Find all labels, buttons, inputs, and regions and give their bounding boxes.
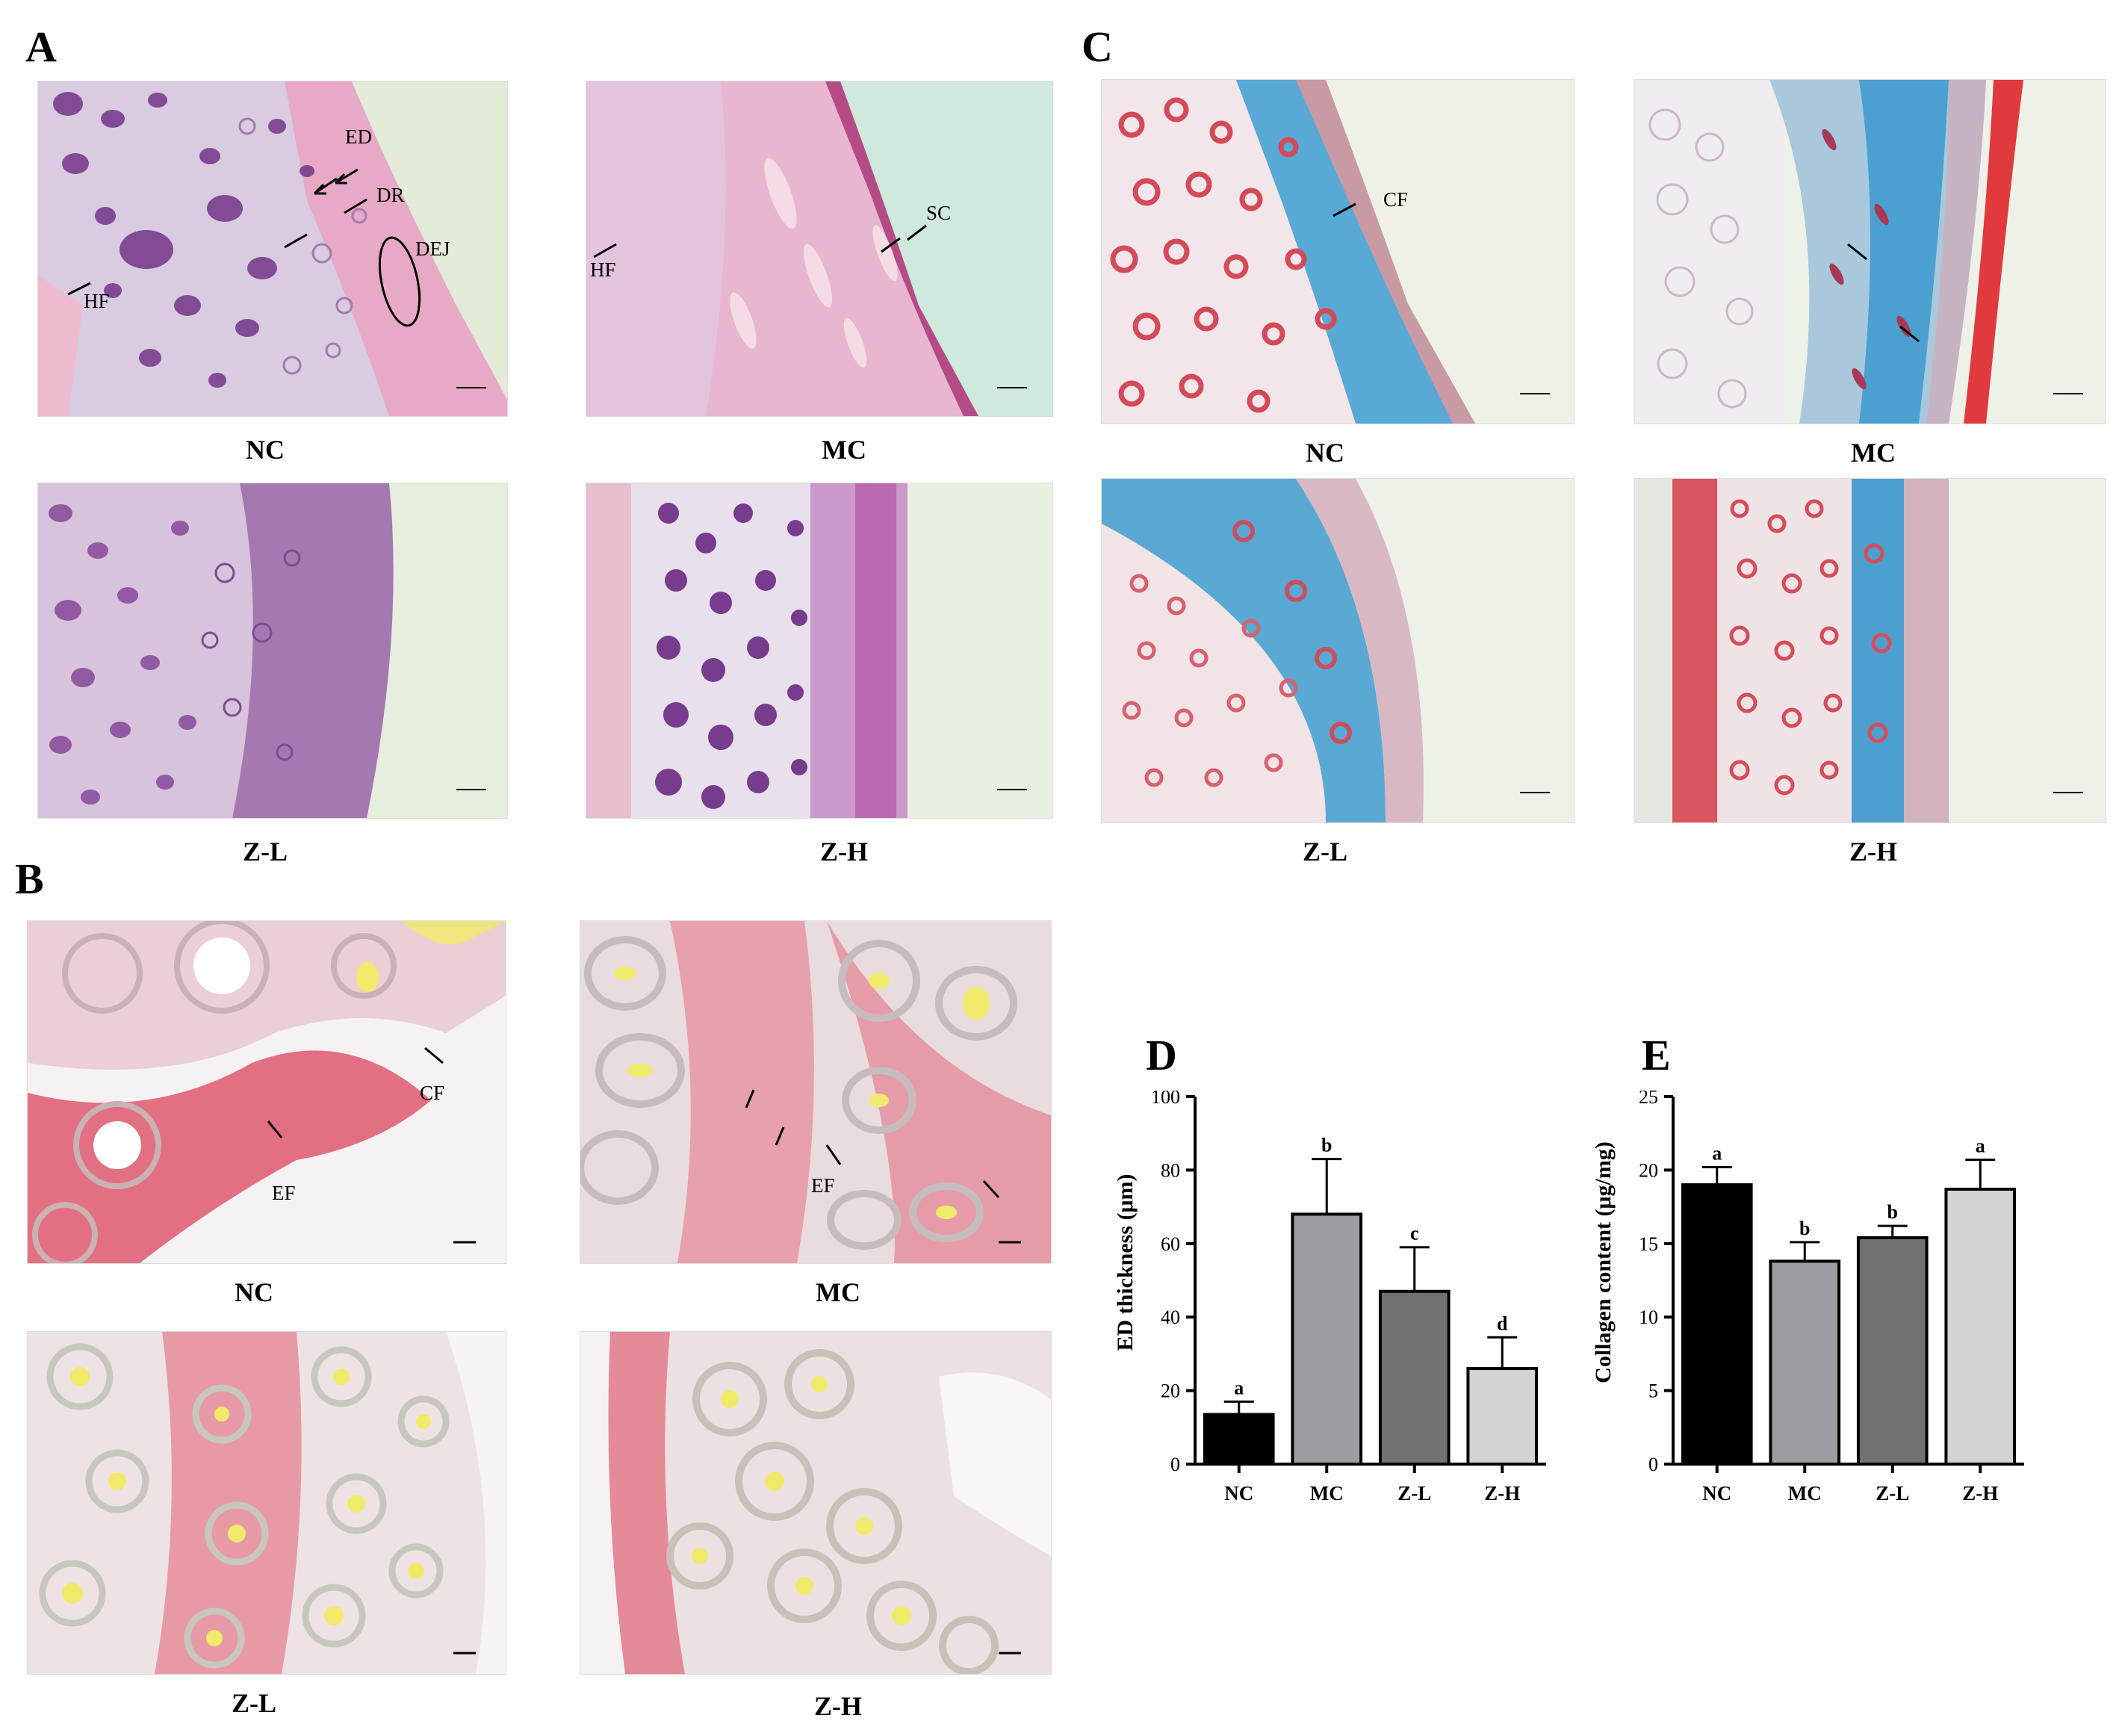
chart-d-svg: ED thickness (μm) 0 20 40 60 80 100 a NC b MC c Z-L…: [1113, 1091, 1546, 1504]
chart-d-y-tick-label: 0: [1170, 1454, 1180, 1475]
caption-b-zl: Z-L: [231, 1688, 276, 1718]
masson-image-nc: [1101, 79, 1575, 424]
chart-e-x-tick-label: Z-L: [1876, 1482, 1909, 1504]
caption-b-mc: MC: [816, 1277, 860, 1307]
chart-e-y-tick-label: 5: [1648, 1380, 1658, 1402]
caption-b-zh: Z-H: [813, 1691, 862, 1721]
chart-e-x-tick-label: MC: [1788, 1482, 1822, 1504]
masson-image-mc: [1634, 79, 2106, 424]
chart-e-ylabel: Collagen content (μg/mg): [1591, 1141, 1616, 1383]
chart-e-sig-letter: a: [1976, 1135, 1985, 1157]
chart-e-y-tick-label: 20: [1639, 1159, 1658, 1181]
panel-letter-b: B: [15, 855, 44, 903]
label-ef-sirius-mc: EF: [811, 1174, 835, 1197]
chart-d-sig-letter: d: [1497, 1312, 1508, 1334]
chart-d-y-tick-label: 60: [1161, 1233, 1180, 1255]
sirius-image-nc: [27, 920, 506, 1264]
chart-e: Collagen content (μg/mg) 0 5 10 15 20 25 a NC b M…: [1583, 1091, 2047, 1539]
chart-d-ylabel: ED thickness (μm): [1113, 1174, 1138, 1351]
chart-d-sig-letter: b: [1321, 1135, 1332, 1156]
chart-e-bar-mc: [1769, 1259, 1841, 1466]
caption-c-mc: MC: [1851, 438, 1896, 468]
sirius-image-zl: [27, 1331, 506, 1675]
caption-c-zl: Z-L: [1302, 837, 1347, 867]
label-cf-sirius: CF: [420, 1082, 445, 1104]
caption-c-zh: Z-H: [1849, 837, 1897, 867]
caption-a-mc: MC: [822, 435, 866, 465]
chart-e-bar-z-h: [1944, 1187, 2017, 1466]
chart-e-y-tick-label: 10: [1639, 1306, 1658, 1328]
chart-e-y-tick-label: 15: [1639, 1233, 1658, 1255]
chart-e-x-tick-label: Z-H: [1962, 1482, 1998, 1504]
sirius-image-zh: [580, 1331, 1052, 1675]
chart-e-bar-z-l: [1856, 1236, 1929, 1466]
chart-e-x-tick-label: NC: [1702, 1482, 1731, 1504]
sirius-image-mc: [580, 920, 1052, 1264]
label-dej: DEJ: [415, 238, 450, 260]
chart-d-y-tick-label: 20: [1161, 1380, 1180, 1402]
chart-d-x-tick-label: Z-H: [1484, 1482, 1520, 1504]
masson-image-zl: [1101, 478, 1575, 823]
panel-letter-a: A: [25, 22, 57, 71]
he-image-zh: [586, 483, 1053, 819]
label-sc: SC: [926, 202, 952, 224]
caption-a-zl: Z-L: [242, 837, 288, 867]
panel-letter-e: E: [1642, 1031, 1671, 1079]
label-dr: DR: [376, 184, 405, 206]
caption-a-nc: NC: [246, 435, 285, 465]
caption-b-nc: NC: [235, 1277, 273, 1307]
masson-image-zh: [1634, 478, 2106, 823]
chart-d-sig-letter: c: [1410, 1223, 1419, 1244]
chart-d-bar-z-l: [1378, 1289, 1451, 1466]
chart-d-bar-nc: [1203, 1413, 1275, 1466]
label-hf: HF: [84, 290, 110, 312]
chart-e-svg: Collagen content (μg/mg) 0 5 10 15 20 25 a NC b M…: [1591, 1091, 2024, 1504]
chart-e-sig-letter: b: [1887, 1201, 1898, 1223]
chart-e-y-tick-label: 0: [1648, 1454, 1658, 1475]
chart-d-x-tick-label: Z-L: [1397, 1482, 1431, 1504]
caption-a-zh: Z-H: [819, 837, 868, 867]
chart-d-bar-z-h: [1466, 1367, 1539, 1466]
chart-d: ED thickness (μm) 0 20 40 60 80 100 a NC b MC c Z-L…: [1105, 1091, 1569, 1539]
chart-d-y-tick-label: 100: [1151, 1091, 1180, 1108]
panel-letter-d: D: [1146, 1031, 1177, 1079]
label-hf-mc: HF: [590, 258, 616, 281]
chart-d-x-tick-label: MC: [1310, 1482, 1344, 1504]
chart-d-bar-mc: [1291, 1212, 1363, 1466]
label-ef-sirius-nc: EF: [272, 1182, 296, 1204]
chart-e-y-tick-label: 25: [1639, 1091, 1658, 1108]
chart-e-sig-letter: a: [1712, 1142, 1722, 1164]
chart-d-sig-letter: a: [1234, 1377, 1244, 1398]
chart-e-bar-nc: [1681, 1183, 1753, 1466]
chart-d-x-tick-label: NC: [1224, 1482, 1253, 1504]
he-image-nc: [37, 81, 508, 417]
chart-d-y-tick-label: 80: [1161, 1159, 1180, 1181]
he-image-zl: [37, 483, 508, 819]
he-image-mc: [586, 81, 1053, 417]
label-ed: ED: [345, 125, 372, 148]
chart-d-y-tick-label: 40: [1161, 1306, 1180, 1328]
chart-e-sig-letter: b: [1799, 1218, 1810, 1239]
label-cf-masson: CF: [1383, 188, 1409, 211]
panel-letter-c: C: [1082, 22, 1113, 71]
caption-c-nc: NC: [1306, 438, 1344, 468]
